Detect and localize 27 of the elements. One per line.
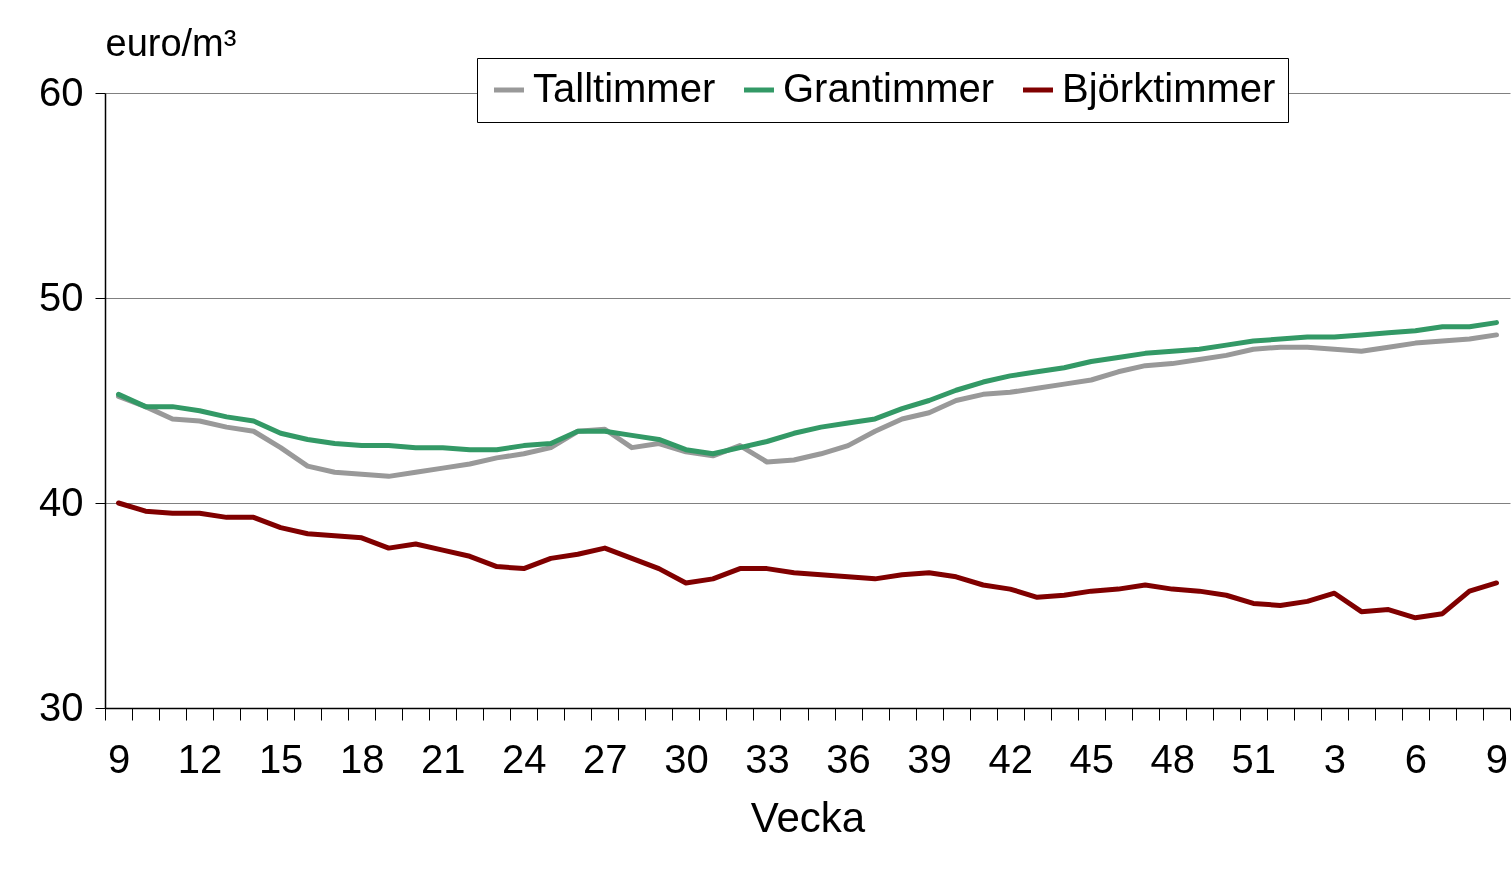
x-tick-label: 6 xyxy=(1404,736,1428,781)
y-tick-label: 50 xyxy=(39,274,84,319)
x-tick-label: 24 xyxy=(502,736,547,781)
x-tick-label: 51 xyxy=(1231,736,1277,781)
x-tick-label: 9 xyxy=(107,736,131,781)
x-tick-label: 42 xyxy=(988,736,1033,781)
x-tick-label: 3 xyxy=(1323,736,1346,781)
x-tick-label: 12 xyxy=(177,736,223,781)
legend-label: Grantimmer xyxy=(783,66,995,110)
x-tick-label: 48 xyxy=(1150,736,1196,781)
x-tick-label: 45 xyxy=(1069,736,1114,781)
y-tick-label: 40 xyxy=(39,479,84,524)
x-tick-label: 30 xyxy=(664,736,709,781)
y-tick-label: 30 xyxy=(39,684,84,729)
y-tick-label: 60 xyxy=(39,69,84,114)
x-tick-label: 33 xyxy=(745,736,790,781)
x-tick-label: 18 xyxy=(339,736,385,781)
x-tick-label: 39 xyxy=(907,736,952,781)
y-axis-title: euro/m³ xyxy=(105,21,237,64)
x-axis-title: Vecka xyxy=(750,793,866,841)
legend-label: Talltimmer xyxy=(533,66,716,110)
x-tick-label: 27 xyxy=(583,736,628,781)
x-tick-label: 15 xyxy=(258,736,304,781)
x-tick-label: 36 xyxy=(826,736,871,781)
x-tick-label: 9 xyxy=(1485,736,1509,781)
legend-label: Björktimmer xyxy=(1062,66,1276,110)
x-tick-label: 21 xyxy=(420,736,466,781)
